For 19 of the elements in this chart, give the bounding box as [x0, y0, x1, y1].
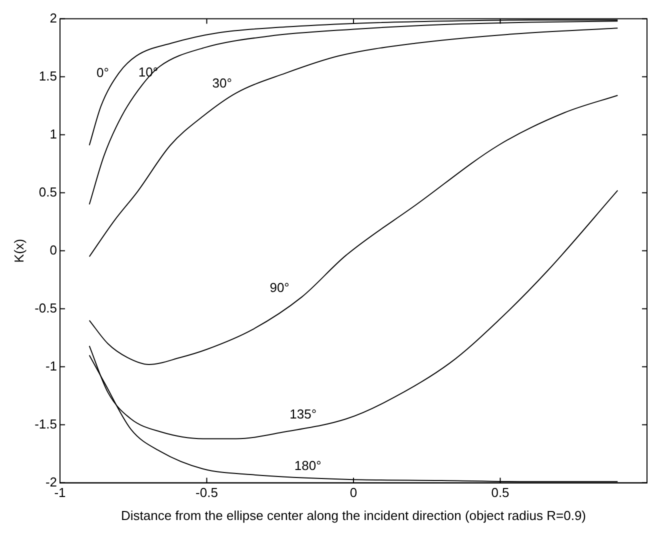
x-tick-label: -0.5 [196, 485, 218, 500]
series-label: 30° [212, 76, 232, 91]
y-tick-label: -1 [45, 358, 57, 374]
y-tick-label: -1.5 [34, 416, 57, 432]
y-tick-label: 0 [50, 242, 57, 258]
y-tick-label: 1 [50, 126, 57, 142]
series-label: 180° [294, 458, 322, 473]
x-tick-label: 0 [350, 485, 358, 500]
y-axis-title: K(x) [11, 238, 26, 263]
y-tick-label: 0.5 [38, 184, 57, 200]
series-label: 0° [96, 64, 109, 80]
y-tick-label: -0.5 [34, 300, 57, 316]
series-label: 135° [290, 406, 317, 422]
y-tick-label: 1.5 [38, 68, 57, 84]
y-tick-label: -2 [45, 474, 57, 490]
x-tick-label: 0.5 [491, 485, 510, 500]
x-axis-title: Distance from the ellipse center along the incident direction (object radius R=0.9) [121, 508, 586, 523]
series-label: 90° [270, 280, 290, 295]
y-tick-label: 2 [50, 10, 57, 26]
